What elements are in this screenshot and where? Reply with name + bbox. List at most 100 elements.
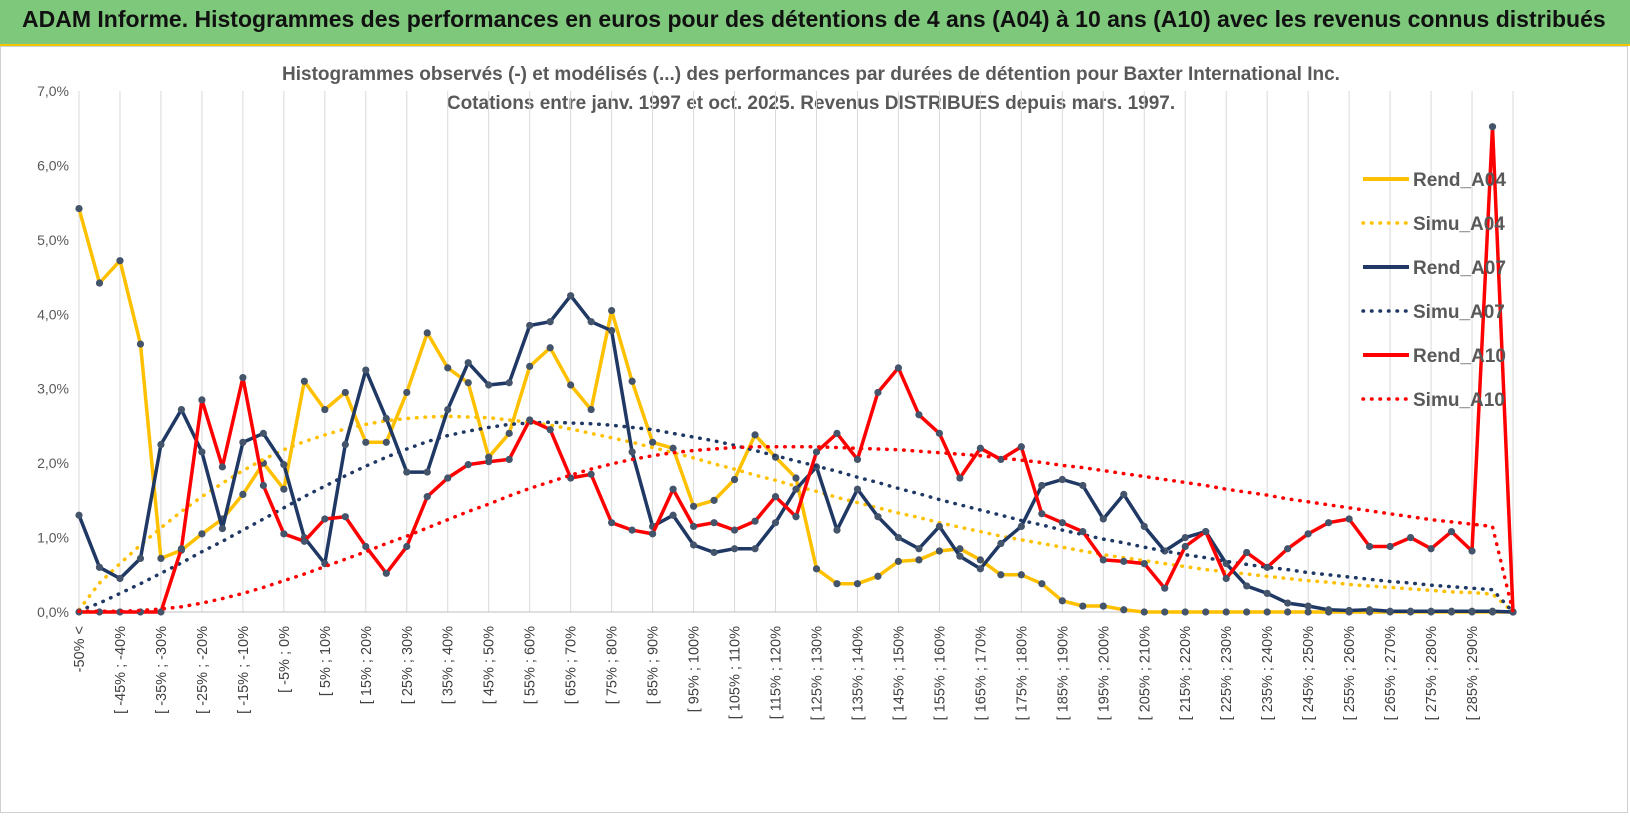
data-point-rend-a07 xyxy=(1304,602,1312,610)
series-line-rend-a07 xyxy=(77,293,1514,614)
data-point-rend-a07 xyxy=(608,327,616,335)
y-tick-label: 1,0% xyxy=(37,530,69,546)
data-point-rend-a07 xyxy=(1263,589,1271,597)
data-point-rend-a04 xyxy=(362,438,370,446)
data-point-rend-a04 xyxy=(1058,597,1066,605)
data-point-rend-a10 xyxy=(1058,519,1066,527)
data-point-rend-a04 xyxy=(689,502,698,510)
data-point-rend-a04 xyxy=(669,444,677,452)
data-point-rend-a04 xyxy=(198,530,206,538)
x-tick-label: [ 145% ; 150% xyxy=(891,626,907,720)
data-point-rend-a07 xyxy=(157,440,165,449)
data-point-rend-a07 xyxy=(874,513,882,521)
report-title: ADAM Informe. Histogrammes des performan… xyxy=(22,6,1606,32)
data-point-rend-a07 xyxy=(485,381,493,389)
data-point-rend-a07 xyxy=(915,545,923,553)
series-layer xyxy=(75,123,1517,616)
data-point-rend-a04 xyxy=(567,381,575,389)
data-point-rend-a10 xyxy=(587,470,595,478)
data-point-rend-a10 xyxy=(894,364,903,372)
data-point-rend-a07 xyxy=(362,366,370,374)
data-point-rend-a10 xyxy=(1099,556,1107,564)
legend-label-simu-a04: Simu_A04 xyxy=(1413,214,1505,235)
data-point-rend-a10 xyxy=(1386,542,1394,551)
data-point-rend-a07 xyxy=(444,405,452,414)
x-tick-label: [ 185% ; 190% xyxy=(1055,626,1071,720)
data-point-rend-a10 xyxy=(546,426,554,434)
data-point-rend-a04 xyxy=(546,344,554,352)
data-point-rend-a07 xyxy=(1058,475,1066,484)
data-point-rend-a04 xyxy=(341,388,349,397)
data-point-rend-a04 xyxy=(710,496,718,504)
data-point-rend-a04 xyxy=(95,279,104,287)
data-point-rend-a07 xyxy=(198,448,206,456)
legend-label-simu-a10: Simu_A10 xyxy=(1413,390,1505,411)
data-point-rend-a07 xyxy=(1243,582,1251,590)
data-point-rend-a07 xyxy=(669,511,677,519)
legend-label-rend-a04: Rend_A04 xyxy=(1413,170,1506,191)
data-point-rend-a04 xyxy=(608,306,616,315)
data-point-rend-a10 xyxy=(1263,563,1271,571)
data-point-rend-a07 xyxy=(730,545,739,553)
data-point-rend-a04 xyxy=(75,204,83,213)
data-point-rend-a04 xyxy=(935,547,944,555)
data-point-rend-a07 xyxy=(1406,607,1415,615)
data-point-rend-a07 xyxy=(1079,481,1087,490)
x-tick-label: [ 65% ; 70% xyxy=(564,626,580,704)
data-point-rend-a04 xyxy=(915,556,923,564)
x-tick-label: [ 75% ; 80% xyxy=(605,626,621,704)
data-point-rend-a07 xyxy=(95,563,104,571)
data-point-rend-a04 xyxy=(464,379,472,387)
data-point-rend-a10 xyxy=(730,526,739,534)
data-point-rend-a04 xyxy=(997,571,1005,579)
x-tick-label: [ 225% ; 230% xyxy=(1219,626,1235,720)
data-point-rend-a04 xyxy=(976,556,984,564)
data-point-rend-a04 xyxy=(751,431,759,439)
data-point-rend-a10 xyxy=(1181,542,1189,551)
x-tick-label: [ 105% ; 110% xyxy=(728,626,744,719)
data-point-rend-a10 xyxy=(1079,528,1087,536)
data-point-rend-a10 xyxy=(1243,548,1251,557)
data-point-rend-a10 xyxy=(1304,530,1312,538)
x-tick-label: [ 155% ; 160% xyxy=(932,626,948,720)
x-tick-label: [ 25% ; 30% xyxy=(400,626,416,704)
data-point-rend-a04 xyxy=(1140,608,1148,616)
chart-frame: Histogrammes observés (-) et modélisés (… xyxy=(0,46,1628,813)
x-tick-label: [ 85% ; 90% xyxy=(646,626,662,704)
data-point-rend-a04 xyxy=(1304,608,1312,616)
data-point-rend-a07 xyxy=(771,519,780,527)
data-point-rend-a04 xyxy=(833,580,841,588)
data-point-rend-a07 xyxy=(689,541,698,549)
x-tick-label: [ 55% ; 60% xyxy=(523,626,539,704)
data-point-rend-a10 xyxy=(915,411,923,419)
data-point-rend-a04 xyxy=(1099,602,1107,610)
y-tick-label: 6,0% xyxy=(37,157,69,173)
y-tick-label: 0,0% xyxy=(37,604,69,620)
x-tick-label: [ 15% ; 20% xyxy=(359,626,375,704)
x-tick-label: [ 175% ; 180% xyxy=(1014,626,1030,720)
data-point-rend-a10 xyxy=(403,542,411,551)
data-point-rend-a07 xyxy=(935,522,944,531)
data-point-rend-a07 xyxy=(1099,515,1107,523)
data-point-rend-a07 xyxy=(1386,607,1394,615)
x-tick-label: [ 125% ; 130% xyxy=(809,626,825,720)
data-point-rend-a04 xyxy=(853,580,862,588)
data-point-rend-a10 xyxy=(628,526,636,534)
data-point-rend-a10 xyxy=(1345,515,1353,523)
data-point-rend-a10 xyxy=(382,569,390,577)
data-point-rend-a10 xyxy=(198,396,206,404)
data-point-rend-a10 xyxy=(526,416,534,424)
data-point-rend-a10 xyxy=(1161,584,1169,592)
data-point-rend-a07 xyxy=(218,525,226,533)
x-tick-label: [ 285% ; 290% xyxy=(1465,626,1481,720)
data-point-rend-a10 xyxy=(669,485,677,493)
x-tick-label: [ 215% ; 220% xyxy=(1178,626,1194,720)
data-point-rend-a07 xyxy=(567,292,575,300)
data-point-rend-a10 xyxy=(177,545,186,553)
data-point-rend-a10 xyxy=(1427,545,1435,553)
data-point-rend-a07 xyxy=(997,539,1005,548)
data-point-rend-a04 xyxy=(239,490,247,499)
data-point-rend-a10 xyxy=(1038,510,1046,518)
data-point-rend-a07 xyxy=(833,526,841,534)
data-point-rend-a10 xyxy=(300,537,308,545)
